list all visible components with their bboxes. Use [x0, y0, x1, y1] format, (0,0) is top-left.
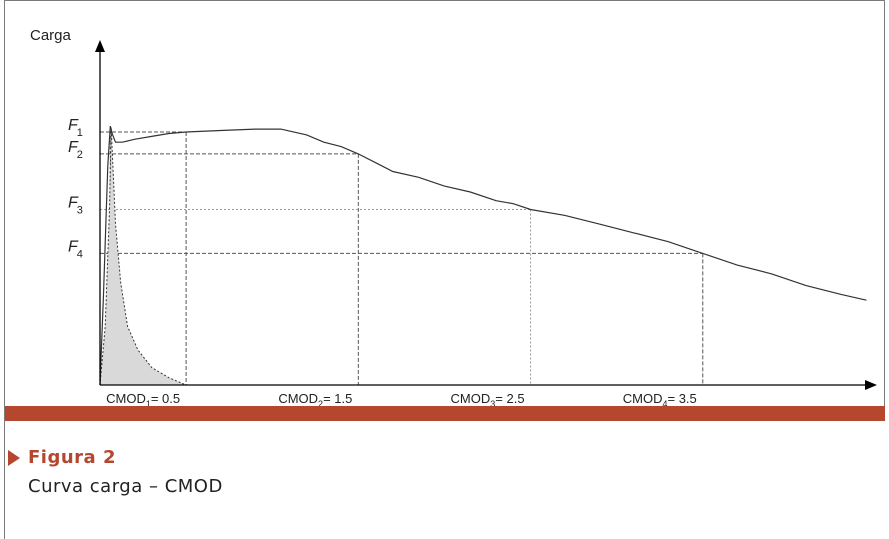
- figure-caption-text: Curva carga – CMOD: [28, 476, 223, 497]
- axes: [95, 40, 877, 390]
- y-tick-F2: F2: [68, 139, 83, 161]
- y-axis-arrow-icon: [95, 40, 105, 52]
- figure-frame: [4, 0, 885, 406]
- figure-caption: Figura 2 Curva carga – CMOD: [8, 447, 223, 497]
- softening-curve: [99, 127, 187, 386]
- x-axis-label: CMOD [mm]: [779, 404, 851, 406]
- load-curve: [99, 126, 867, 386]
- x-axis-arrow-icon: [865, 380, 877, 390]
- accent-bar: [5, 406, 885, 421]
- y-tick-F4: F4: [68, 238, 83, 260]
- x-tick-CMOD4: CMOD4= 3.5: [623, 391, 697, 406]
- caption-arrow-icon: [8, 449, 20, 466]
- x-tick-CMOD3: CMOD3= 2.5: [451, 391, 525, 406]
- x-tick-CMOD2: CMOD2= 1.5: [278, 391, 352, 406]
- x-tick-CMOD1: CMOD1= 0.5: [106, 391, 180, 406]
- figure-label: Figura 2: [28, 447, 116, 468]
- guide-lines: [100, 126, 704, 385]
- y-tick-F3: F3: [68, 195, 83, 217]
- y-axis-label: Carga: [30, 27, 72, 44]
- y-tick-F1: F1: [68, 117, 83, 139]
- caption-left-rule: [4, 406, 5, 539]
- shaded-area: [100, 127, 187, 385]
